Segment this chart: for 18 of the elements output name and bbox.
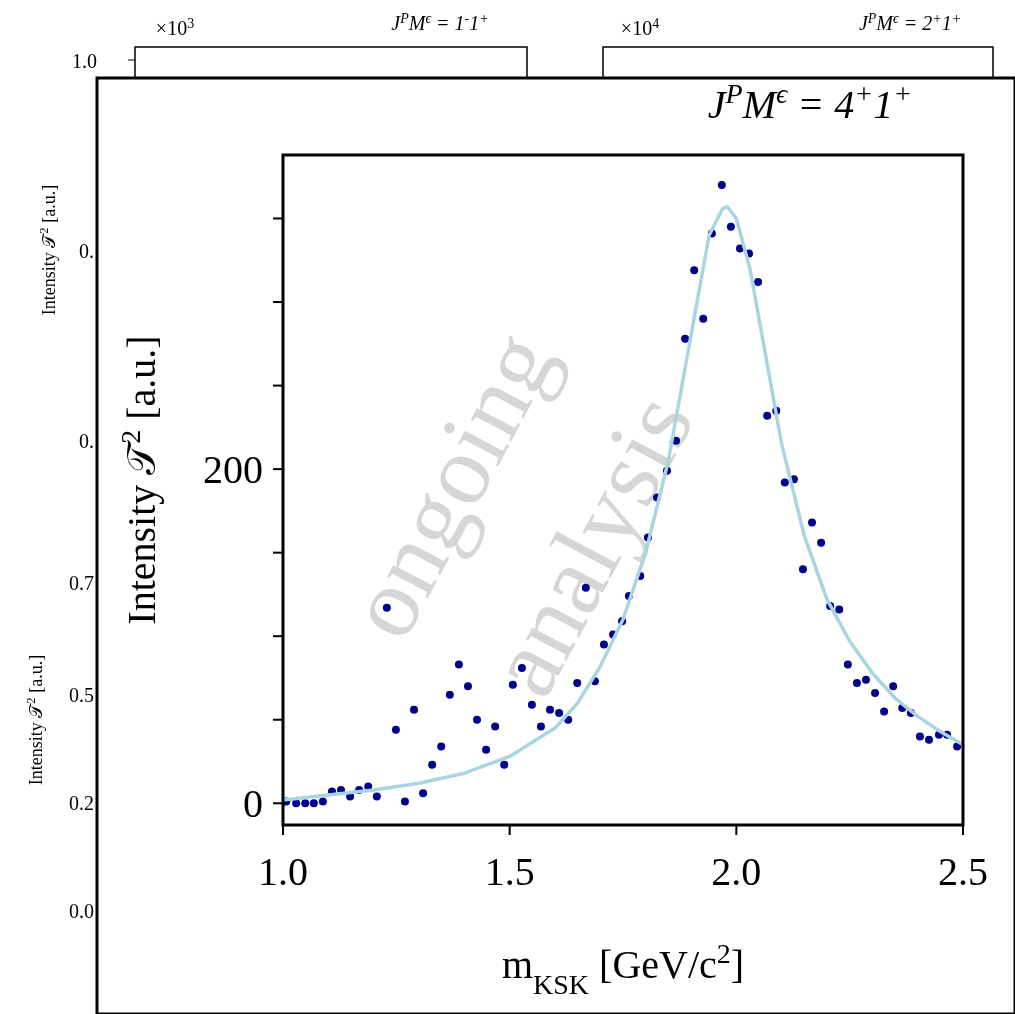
text: J$^{P}$M$^{ϵ}$ = 1$^{-}$1$^{+}$ [391, 10, 489, 34]
text: 0.5 [69, 684, 94, 706]
text: J$^{P}$M$^{ϵ}$ = 2$^{+}$1$^{+}$ [858, 10, 962, 34]
chart-title: J$^{P}$M$^{ϵ}$ = 4$^{+}$1$^{+}$ [707, 77, 913, 127]
y-tick-label: 0 [243, 781, 263, 827]
text: 0.2 [69, 792, 94, 814]
x-tick-label: 1.0 [258, 849, 308, 894]
text: ×10$^{3}$ [155, 15, 195, 39]
text: 0. [79, 430, 94, 452]
text: 0.0 [69, 900, 94, 922]
text: 0. [79, 240, 94, 262]
x-tick-label: 2.5 [938, 849, 988, 894]
text: 0.7 [69, 572, 94, 594]
x-tick-label: 1.5 [484, 849, 535, 894]
x-tick-label: 2.0 [711, 849, 762, 894]
y-tick-label: 200 [203, 447, 263, 493]
text: 1.0 [72, 50, 97, 72]
text: ×10$^{4}$ [620, 15, 660, 39]
